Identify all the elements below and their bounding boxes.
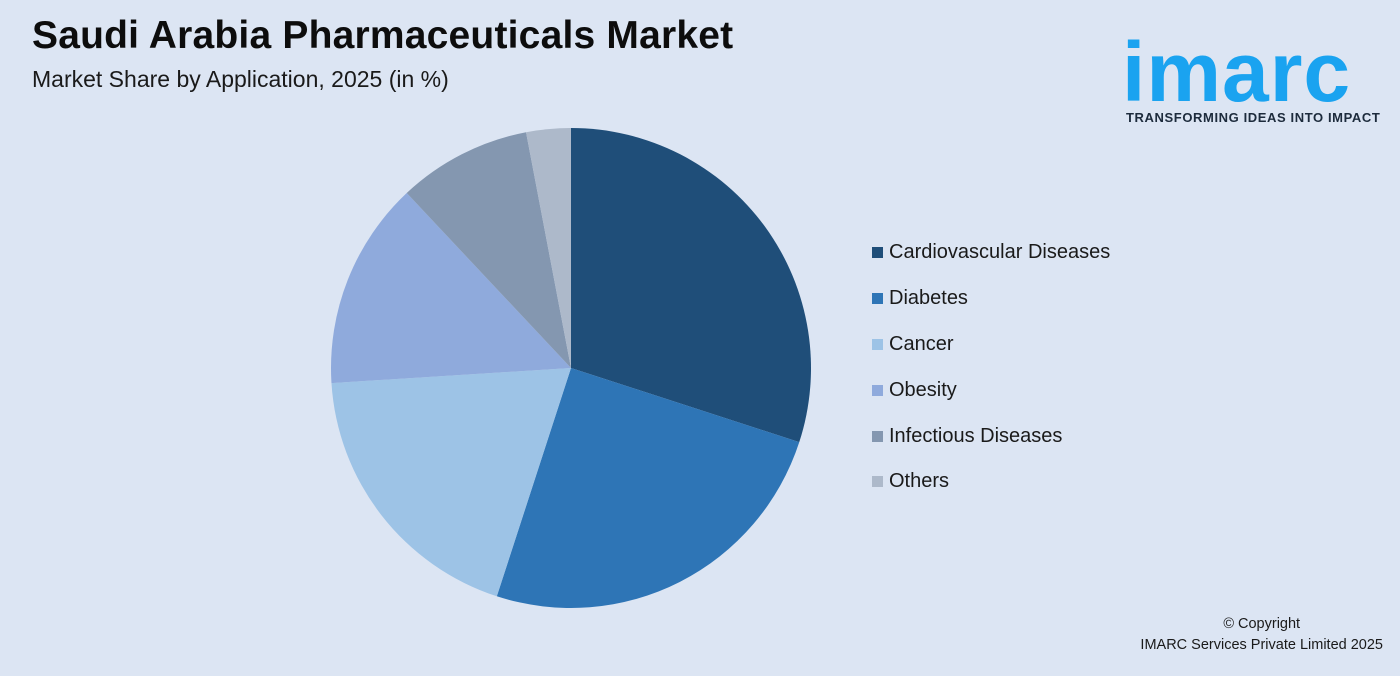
- legend-item: Others: [872, 459, 1110, 505]
- legend-item: Cancer: [872, 322, 1110, 368]
- legend-swatch: [872, 430, 883, 442]
- legend-item: Obesity: [872, 367, 1110, 413]
- copyright-line-2: IMARC Services Private Limited 2025: [1140, 637, 1383, 653]
- legend-swatch: [872, 293, 883, 305]
- legend-item: Infectious Diseases: [872, 413, 1110, 459]
- pie-slice-others: [526, 128, 571, 368]
- legend-label: Diabetes: [889, 287, 968, 310]
- chart-legend: Cardiovascular Diseases Diabetes Cancer Obe…: [872, 230, 1110, 505]
- legend-swatch: [872, 384, 883, 396]
- copyright-line-1: © Copyright: [1223, 616, 1301, 632]
- chart-subtitle: Market Share by Application, 2025 (in %): [32, 66, 449, 92]
- legend-label: Cardiovascular Diseases: [889, 241, 1111, 264]
- imarc-logo: imarc TRANSFORMING IDEAS INTO IMPACT: [1118, 10, 1394, 128]
- logo-tagline: TRANSFORMING IDEAS INTO IMPACT: [1126, 110, 1381, 125]
- legend-swatch: [872, 247, 883, 259]
- legend-item: Cardiovascular Diseases: [872, 230, 1110, 276]
- legend-swatch: [872, 338, 883, 350]
- legend-label: Infectious Diseases: [889, 424, 1063, 447]
- pie-slice-cardiovascular-diseases: [571, 128, 811, 443]
- legend-swatch: [872, 476, 883, 488]
- pie-slice-infectious-diseases: [406, 132, 571, 368]
- chart-title: Saudi Arabia Pharmaceuticals Market: [32, 14, 734, 57]
- legend-label: Others: [889, 470, 950, 493]
- pie-slice-diabetes: [496, 368, 800, 608]
- pie-slice-cancer: [331, 368, 571, 597]
- legend-item: Diabetes: [872, 276, 1110, 322]
- legend-label: Obesity: [889, 378, 957, 401]
- logo-wordmark: imarc: [1122, 25, 1352, 119]
- pie-slice-obesity: [331, 193, 571, 384]
- copyright-notice: © Copyright IMARC Services Private Limit…: [1140, 614, 1383, 656]
- legend-label: Cancer: [889, 332, 954, 355]
